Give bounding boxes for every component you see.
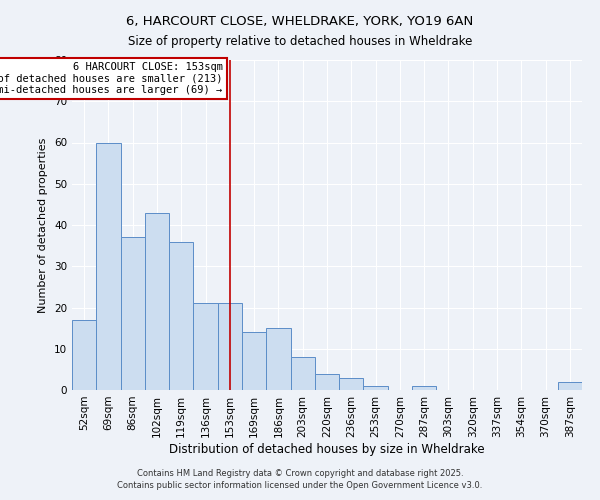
Text: 6 HARCOURT CLOSE: 153sqm
← 76% of detached houses are smaller (213)
24% of semi-: 6 HARCOURT CLOSE: 153sqm ← 76% of detach… [0, 62, 223, 96]
Text: 6, HARCOURT CLOSE, WHELDRAKE, YORK, YO19 6AN: 6, HARCOURT CLOSE, WHELDRAKE, YORK, YO19… [127, 15, 473, 28]
Bar [169, 242, 193, 390]
Text: Size of property relative to detached houses in Wheldrake: Size of property relative to detached ho… [128, 35, 472, 48]
Bar [121, 238, 145, 390]
Bar [218, 304, 242, 390]
Bar [96, 142, 121, 390]
Bar [242, 332, 266, 390]
Text: Contains HM Land Registry data © Crown copyright and database right 2025.
Contai: Contains HM Land Registry data © Crown c… [118, 468, 482, 490]
Bar [315, 374, 339, 390]
Bar [364, 386, 388, 390]
Bar [193, 304, 218, 390]
Bar [412, 386, 436, 390]
Bar [339, 378, 364, 390]
Bar [558, 382, 582, 390]
Bar [290, 357, 315, 390]
Y-axis label: Number of detached properties: Number of detached properties [38, 138, 49, 312]
Bar [145, 212, 169, 390]
Bar [266, 328, 290, 390]
X-axis label: Distribution of detached houses by size in Wheldrake: Distribution of detached houses by size … [169, 442, 485, 456]
Bar [72, 320, 96, 390]
